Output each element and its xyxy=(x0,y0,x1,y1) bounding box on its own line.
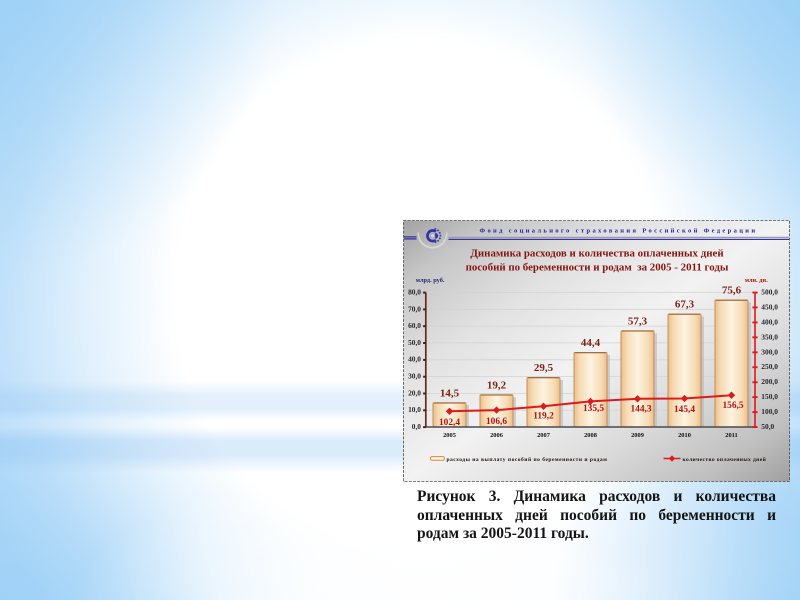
svg-text:50,0: 50,0 xyxy=(408,338,421,347)
svg-text:19,2: 19,2 xyxy=(487,379,507,391)
svg-text:44,4: 44,4 xyxy=(581,337,601,349)
svg-text:67,3: 67,3 xyxy=(675,299,695,311)
svg-text:57,3: 57,3 xyxy=(628,315,648,327)
svg-text:102,4: 102,4 xyxy=(439,418,460,428)
svg-text:150,0: 150,0 xyxy=(761,392,778,401)
svg-text:400,0: 400,0 xyxy=(761,317,778,326)
svg-text:70,0: 70,0 xyxy=(408,304,421,313)
svg-text:2011: 2011 xyxy=(725,432,737,439)
svg-text:млн. дн.: млн. дн. xyxy=(745,277,768,284)
svg-text:200,0: 200,0 xyxy=(761,377,778,386)
svg-text:2010: 2010 xyxy=(678,432,691,439)
svg-text:75,6: 75,6 xyxy=(722,285,742,297)
svg-text:2005: 2005 xyxy=(443,432,456,439)
svg-text:144,3: 144,3 xyxy=(630,405,651,415)
svg-text:50,0: 50,0 xyxy=(761,422,774,431)
svg-text:2007: 2007 xyxy=(537,432,551,439)
svg-text:135,5: 135,5 xyxy=(583,404,604,414)
svg-text:60,0: 60,0 xyxy=(408,321,421,330)
svg-text:0,0: 0,0 xyxy=(412,422,422,431)
svg-text:119,2: 119,2 xyxy=(533,412,554,422)
svg-text:2006: 2006 xyxy=(490,432,504,439)
svg-text:40,0: 40,0 xyxy=(408,355,421,364)
svg-text:млрд. руб.: млрд. руб. xyxy=(416,277,445,284)
svg-text:300,0: 300,0 xyxy=(761,347,778,356)
svg-text:106,6: 106,6 xyxy=(486,417,507,427)
svg-text:10,0: 10,0 xyxy=(408,405,421,414)
svg-text:2008: 2008 xyxy=(584,432,597,439)
svg-text:100,0: 100,0 xyxy=(761,407,778,416)
svg-text:14,5: 14,5 xyxy=(440,387,460,399)
svg-text:20,0: 20,0 xyxy=(408,388,421,397)
svg-text:156,5: 156,5 xyxy=(722,401,743,411)
svg-text:Фонд социального страхования Р: Фонд социального страхования Российской … xyxy=(480,227,758,234)
svg-text:расходы на выплату пособий по: расходы на выплату пособий по беременнос… xyxy=(447,456,608,463)
svg-text:500,0: 500,0 xyxy=(761,288,778,297)
svg-text:количество оплаченных дней: количество оплаченных дней xyxy=(683,456,767,463)
svg-text:Динамика расходов и количества: Динамика расходов и количества оплаченны… xyxy=(470,247,723,259)
svg-text:29,5: 29,5 xyxy=(534,362,554,374)
svg-text:350,0: 350,0 xyxy=(761,332,778,341)
svg-text:30,0: 30,0 xyxy=(408,372,421,381)
svg-text:80,0: 80,0 xyxy=(408,288,421,297)
svg-text:145,4: 145,4 xyxy=(674,405,695,415)
svg-text:250,0: 250,0 xyxy=(761,362,778,371)
svg-text:пособий по беременности и рода: пособий по беременности и родам за 2005 … xyxy=(466,262,729,274)
svg-text:2009: 2009 xyxy=(631,432,644,439)
svg-text:450,0: 450,0 xyxy=(761,302,778,311)
